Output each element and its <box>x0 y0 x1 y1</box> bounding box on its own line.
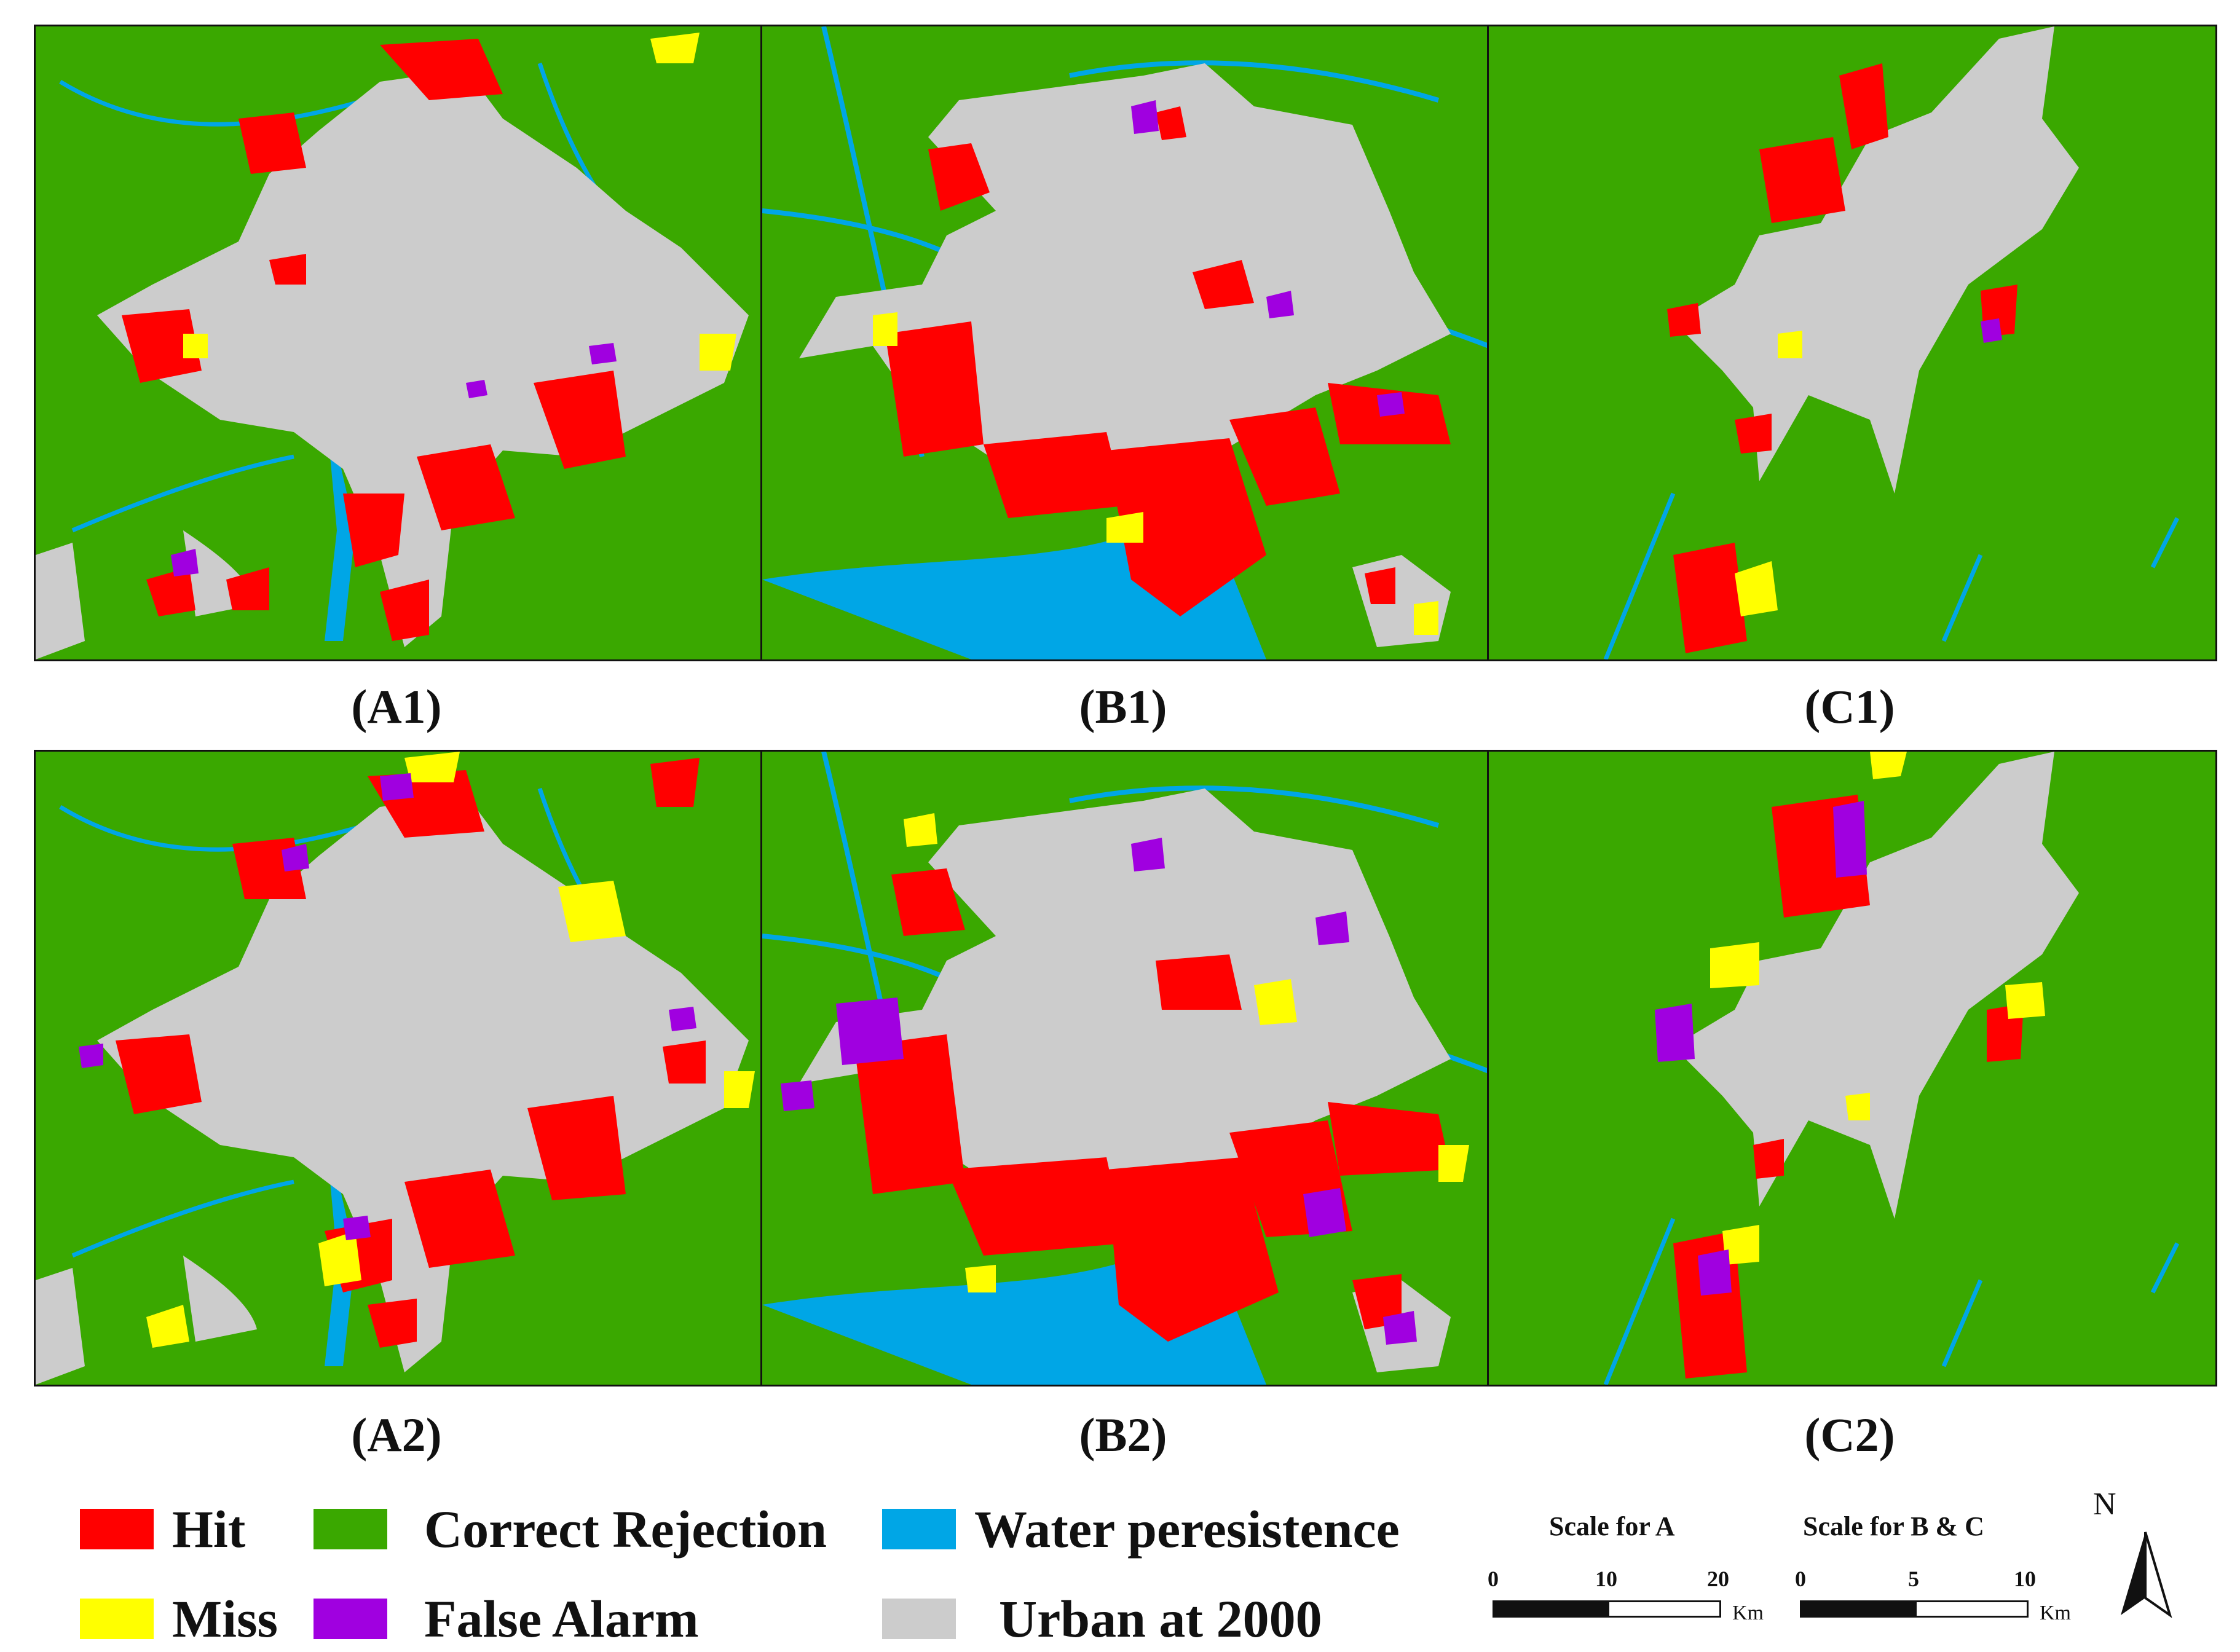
false-alarm-patches <box>1655 801 1867 1296</box>
hit-patches <box>122 39 626 641</box>
miss-patches <box>146 752 755 1348</box>
legend-label-hit: Hit <box>172 1500 246 1559</box>
map-panel-b1 <box>760 25 1491 661</box>
miss-patches <box>1710 752 2045 1265</box>
legend-swatch-false-alarm <box>314 1599 387 1639</box>
scale-bc-bar-white <box>1915 1600 2029 1618</box>
legend-miss: Miss <box>80 1588 278 1650</box>
legend-correct-rejection: Correct Rejection <box>314 1498 827 1560</box>
legend-label-water: Water peresistence <box>974 1500 1400 1559</box>
panel-label-c1: (C1) <box>1804 680 1895 733</box>
north-arrow-icon <box>2121 1532 2172 1618</box>
hit-patches <box>854 868 1451 1342</box>
miss-patches <box>183 33 736 371</box>
scale-a-bar-black <box>1493 1600 1609 1618</box>
false-alarm-patches <box>1131 100 1405 417</box>
urban-area <box>1673 26 2079 494</box>
legend-water: Water peresistence <box>882 1498 1400 1560</box>
legend-false-alarm: False Alarm <box>314 1588 699 1650</box>
panel-label-a1: (A1) <box>351 680 442 733</box>
scale-a-tick-1: 10 <box>1595 1567 1617 1591</box>
scale-a-tick-2: 20 <box>1707 1567 1729 1591</box>
scale-bc-tick-0: 0 <box>1795 1567 1806 1591</box>
scale-bc-tick-1: 5 <box>1908 1567 1919 1591</box>
legend-swatch-hit <box>80 1509 154 1549</box>
scale-a-bar-white <box>1607 1600 1721 1618</box>
false-alarm-patches <box>1981 318 2002 343</box>
hit-patches <box>1667 63 2017 653</box>
water-channels <box>1603 1217 2180 1385</box>
legend-swatch-water <box>882 1509 956 1549</box>
scale-a-unit: Km <box>1732 1602 1764 1624</box>
panel-label-b1: (B1) <box>1079 680 1167 733</box>
miss-patches <box>1735 331 1802 616</box>
map-panel-a2 <box>34 750 764 1386</box>
legend-label-correct-rejection: Correct Rejection <box>424 1500 827 1559</box>
urban-area-3 <box>183 1256 257 1342</box>
hit-patches <box>885 106 1451 616</box>
scale-bc-bar-black <box>1800 1600 1917 1618</box>
false-alarm-patches <box>79 773 696 1240</box>
map-panel-a1 <box>34 25 764 661</box>
panel-label-c2: (C2) <box>1804 1408 1895 1461</box>
map-panel-b2 <box>760 750 1491 1386</box>
legend-label-urban: Urban at 2000 <box>999 1589 1322 1648</box>
panel-label-b2: (B2) <box>1079 1408 1167 1461</box>
north-label: N <box>2093 1487 2116 1522</box>
scale-bc-tick-2: 10 <box>2014 1567 2036 1591</box>
miss-patches <box>873 312 1438 635</box>
map-panel-c1 <box>1487 25 2217 661</box>
panel-label-a2: (A2) <box>351 1408 442 1461</box>
legend-hit: Hit <box>80 1498 245 1560</box>
scale-bc-title: Scale for B & C <box>1803 1511 1984 1541</box>
water-channels <box>762 752 1489 1182</box>
scale-a-title: Scale for A <box>1549 1511 1675 1541</box>
legend-swatch-urban <box>882 1599 956 1639</box>
legend-urban: Urban at 2000 <box>882 1588 1322 1650</box>
miss-patches <box>904 813 1469 1292</box>
scale-bc-unit: Km <box>2040 1602 2071 1624</box>
legend-label-false-alarm: False Alarm <box>424 1589 699 1648</box>
legend-swatch-correct-rejection <box>314 1509 387 1549</box>
urban-area <box>97 69 749 647</box>
false-alarm-patches <box>171 343 617 576</box>
legend-swatch-miss <box>80 1599 154 1639</box>
false-alarm-patches <box>781 838 1417 1345</box>
urban-area-2 <box>36 543 85 659</box>
legend-label-miss: Miss <box>172 1589 278 1648</box>
map-panel-c2 <box>1487 750 2217 1386</box>
water-channels <box>1603 492 2180 659</box>
scale-a-tick-0: 0 <box>1488 1567 1499 1591</box>
urban-area <box>1673 752 2079 1219</box>
water-channels <box>762 26 1489 457</box>
urban-area <box>799 789 1451 1219</box>
urban-area-2 <box>36 1268 85 1385</box>
